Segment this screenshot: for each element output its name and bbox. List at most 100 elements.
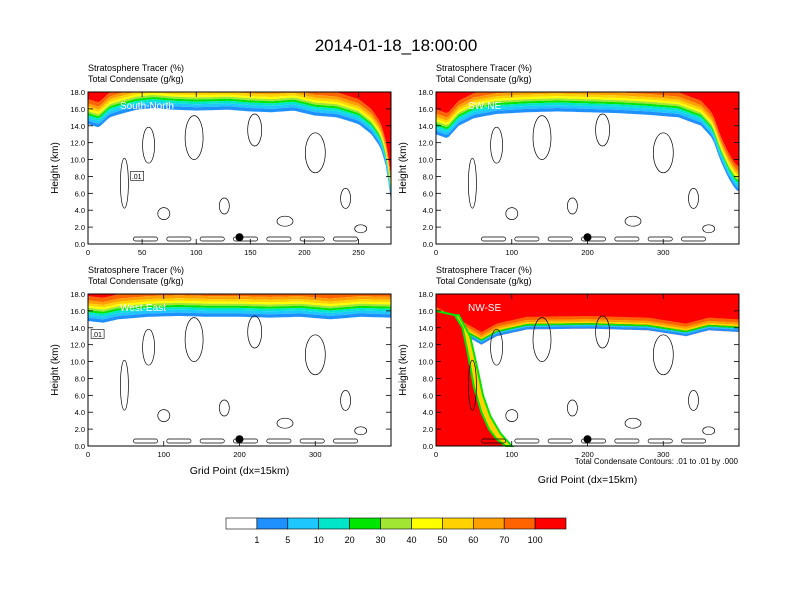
y-tick-label: 12.0 xyxy=(70,341,85,350)
condensate-contour xyxy=(184,317,204,362)
y-tick-label: 4.0 xyxy=(75,408,85,417)
condensate-contour xyxy=(505,207,519,220)
condensate-contour xyxy=(624,417,642,429)
y-tick-label: 10.0 xyxy=(418,156,433,165)
colorbar-label: 100 xyxy=(528,535,543,545)
condensate-contour xyxy=(468,157,477,209)
y-tick-label: 14.0 xyxy=(418,324,433,333)
condensate-contour xyxy=(304,132,326,174)
x-tick-label: 0 xyxy=(86,450,90,459)
colorbar-label: 5 xyxy=(285,535,290,545)
condensate-contour xyxy=(218,197,230,215)
panel-3: 0.0 2.0 4.0 6.0 8.0 10.0 12.0 14.0 16.0 18.0 0 100 2… xyxy=(398,265,740,486)
location-marker xyxy=(235,435,244,444)
tracer-intrusion xyxy=(436,310,506,446)
condensate-contour xyxy=(266,438,292,444)
y-tick-label: 12.0 xyxy=(418,139,433,148)
condensate-contour xyxy=(304,334,326,376)
x-tick-label: 0 xyxy=(86,248,90,257)
contour-label: .01 xyxy=(92,332,102,339)
condensate-contour xyxy=(490,126,503,164)
tracer-band-2 xyxy=(88,309,391,320)
contour-footnote: Total Condensate Contours: .01 to .01 by… xyxy=(575,457,739,466)
panel-label: South-North xyxy=(120,101,174,112)
y-tick-label: 16.0 xyxy=(418,105,433,114)
plot-area xyxy=(88,294,391,446)
condensate-contour xyxy=(266,236,292,242)
panels: .01 0.0 2.0 4.0 6.0 8.0 10.0 12.0 14.0 16.0 18.0 0 5… xyxy=(50,63,740,486)
tracer-band-9 xyxy=(88,92,391,182)
tracer-band-5 xyxy=(88,302,391,312)
contour-label-box xyxy=(130,171,144,181)
condensate-contour xyxy=(120,157,129,209)
x-tick-label: 200 xyxy=(581,450,594,459)
panel-label: NW-SE xyxy=(468,303,501,314)
x-tick-label: 250 xyxy=(352,248,365,257)
x-tick-label: 0 xyxy=(434,450,438,459)
location-marker xyxy=(235,233,244,242)
tracer-band-1 xyxy=(88,312,391,323)
colorbar-segment xyxy=(503,517,536,530)
condensate-contour xyxy=(647,438,673,444)
x-tick-label: 300 xyxy=(657,450,670,459)
tracer-band-4 xyxy=(88,305,391,314)
y-tick-label: 10.0 xyxy=(70,358,85,367)
condensate-contour xyxy=(652,334,674,376)
condensate-contour xyxy=(514,438,540,444)
plot-frame xyxy=(87,91,392,245)
colorbar-label: 40 xyxy=(406,535,416,545)
condensate-contour xyxy=(247,315,263,349)
y-tick-label: 6.0 xyxy=(423,391,433,400)
colorbar-segment xyxy=(442,517,474,530)
condensate-contour xyxy=(652,132,674,174)
condensate-contour xyxy=(166,236,192,242)
colorbar-segment xyxy=(256,517,289,530)
condensate-contour xyxy=(647,236,673,242)
condensate-contour xyxy=(299,438,325,444)
y-axis-label: Height (km) xyxy=(50,344,61,396)
colorbar-segment xyxy=(318,517,350,530)
condensate-contour xyxy=(333,236,358,242)
y-tick-label: 16.0 xyxy=(418,307,433,316)
contour-label: .01 xyxy=(132,174,142,181)
colorbar-label: 30 xyxy=(375,535,385,545)
y-tick-label: 8.0 xyxy=(423,172,433,181)
colorbar-label: 50 xyxy=(437,535,447,545)
y-tick-label: 6.0 xyxy=(75,391,85,400)
panel-header-tracer: Stratosphere Tracer (%) xyxy=(88,265,184,275)
condensate-contour xyxy=(184,115,204,160)
panel-header-condensate: Total Condensate (g/kg) xyxy=(436,276,532,286)
condensate-contour xyxy=(595,113,610,147)
colorbar: 1 5 10 20 30 40 50 60 70 100 xyxy=(225,517,567,545)
condensate-contour xyxy=(581,438,606,444)
condensate-contour xyxy=(199,236,225,242)
y-tick-label: 16.0 xyxy=(70,105,85,114)
x-axis-label: Grid Point (dx=15km) xyxy=(190,465,290,477)
y-tick-label: 14.0 xyxy=(418,122,433,131)
condensate-contour xyxy=(532,317,552,362)
panel-0: .01 0.0 2.0 4.0 6.0 8.0 10.0 12.0 14.0 16.0 18.0 0 5… xyxy=(50,63,392,257)
condensate-contour xyxy=(340,390,351,411)
x-axis-label: Grid Point (dx=15km) xyxy=(538,474,638,486)
x-tick-label: 100 xyxy=(505,248,518,257)
y-tick-label: 18.0 xyxy=(70,290,85,299)
y-tick-label: 4.0 xyxy=(423,206,433,215)
colorbar-segment xyxy=(287,517,319,530)
y-tick-label: 0.0 xyxy=(423,442,433,451)
y-tick-label: 12.0 xyxy=(418,341,433,350)
panel-1: 0.0 2.0 4.0 6.0 8.0 10.0 12.0 14.0 16.0 18.0 0 100 2… xyxy=(398,63,740,257)
y-tick-label: 2.0 xyxy=(75,425,85,434)
panel-header-tracer: Stratosphere Tracer (%) xyxy=(88,63,184,73)
colorbar-label: 60 xyxy=(468,535,478,545)
y-tick-label: 10.0 xyxy=(418,358,433,367)
x-tick-label: 300 xyxy=(657,248,670,257)
tracer-intrusion-rim xyxy=(435,309,515,447)
tracer-band-1 xyxy=(88,104,391,202)
condensate-contour xyxy=(624,215,642,227)
colorbar-segment xyxy=(411,517,443,530)
tracer-band-6 xyxy=(88,300,391,310)
tracer-clear-region xyxy=(436,319,739,446)
condensate-contour xyxy=(142,126,155,164)
condensate-contour xyxy=(133,438,158,444)
